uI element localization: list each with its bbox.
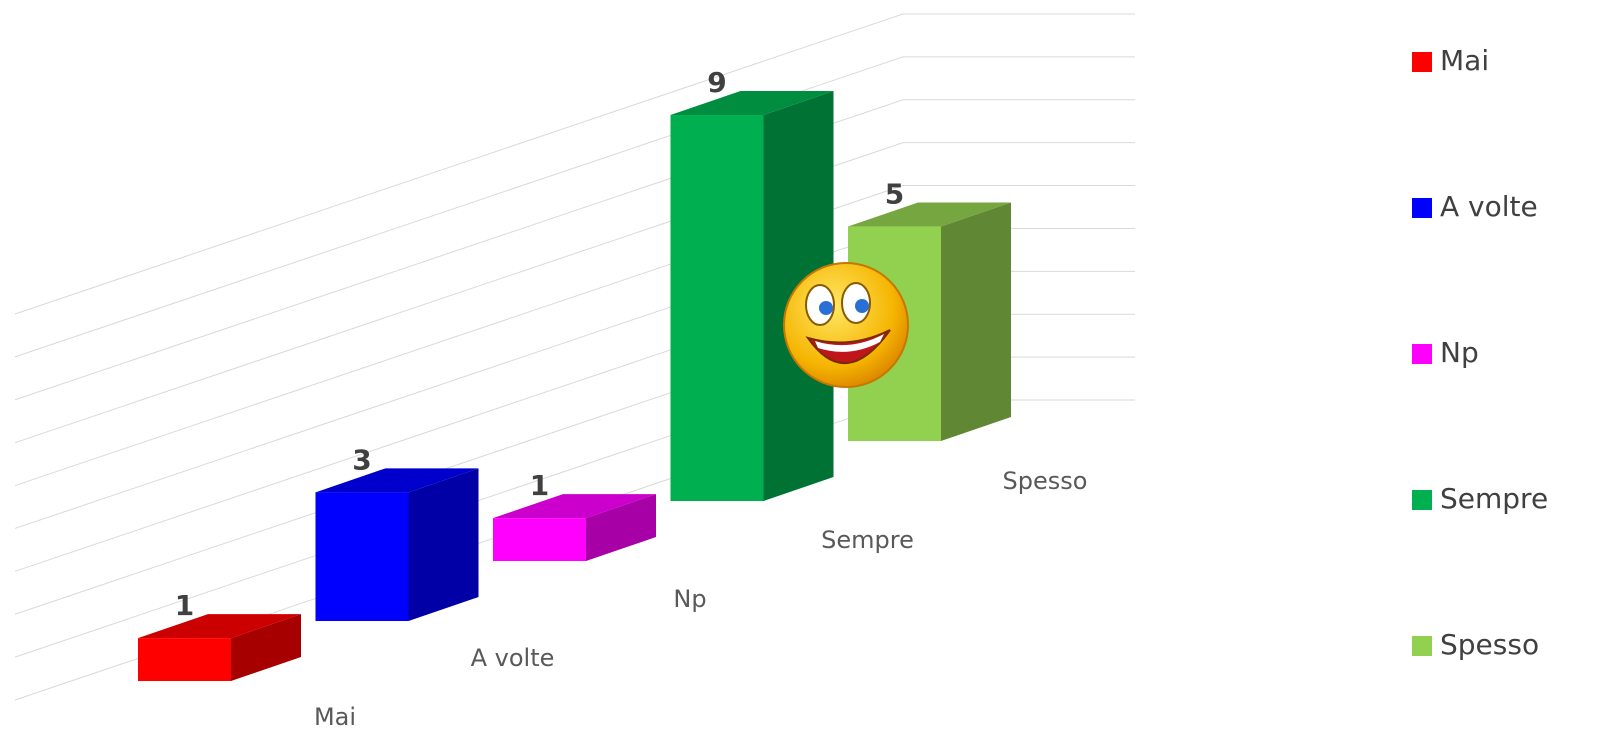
bar-top bbox=[493, 494, 656, 519]
smiley-pupil bbox=[855, 299, 869, 313]
legend-label: Spesso bbox=[1440, 628, 1539, 661]
data-label: 3 bbox=[352, 443, 371, 476]
x-tick-label: Spesso bbox=[1003, 467, 1088, 495]
legend: Mai A volte Np Sempre Spesso bbox=[1412, 44, 1548, 661]
smiley-head bbox=[783, 262, 909, 388]
grid-line bbox=[14, 185, 1135, 487]
grid-line bbox=[14, 56, 1135, 358]
legend-marker bbox=[1412, 636, 1432, 656]
smiley-teeth bbox=[815, 334, 884, 352]
data-label: 1 bbox=[175, 589, 194, 622]
bar bbox=[315, 468, 479, 621]
legend-marker bbox=[1412, 198, 1432, 218]
bar-top bbox=[848, 202, 1011, 227]
grid-line bbox=[14, 142, 1135, 444]
data-label: 9 bbox=[707, 66, 726, 99]
legend-marker bbox=[1412, 52, 1432, 72]
bar-side bbox=[941, 202, 1011, 441]
bar-top bbox=[315, 468, 479, 493]
legend-marker bbox=[1412, 490, 1432, 510]
bar-side bbox=[408, 468, 479, 621]
bar bbox=[670, 91, 834, 501]
legend-label: Sempre bbox=[1440, 482, 1548, 515]
x-tick-label: Np bbox=[673, 585, 706, 613]
labels: 1 Mai 3 A volte 1 Np 9 Sempre 5 Spesso bbox=[175, 66, 1088, 731]
bar-front bbox=[315, 492, 409, 621]
x-tick-label: A volte bbox=[471, 644, 555, 672]
legend-marker bbox=[1412, 344, 1432, 364]
bar-side bbox=[586, 494, 656, 561]
bars bbox=[138, 91, 1011, 681]
legend-label: Np bbox=[1440, 336, 1479, 369]
smiley-sticker bbox=[783, 262, 909, 388]
bar-side bbox=[231, 614, 301, 681]
bar-front bbox=[493, 518, 586, 561]
x-tick-label: Sempre bbox=[821, 526, 914, 554]
bar-front bbox=[670, 115, 764, 501]
grid-line bbox=[14, 13, 1135, 315]
data-label: 5 bbox=[885, 178, 904, 211]
bar bbox=[493, 494, 656, 561]
smiley-pupil bbox=[819, 301, 833, 315]
bar-top bbox=[138, 614, 301, 639]
bar-top bbox=[670, 91, 834, 115]
x-tick-label: Mai bbox=[314, 703, 356, 731]
legend-label: A volte bbox=[1440, 190, 1538, 223]
legend-label: Mai bbox=[1440, 44, 1489, 77]
data-label: 1 bbox=[530, 469, 549, 502]
bar bbox=[138, 614, 301, 681]
grid-line bbox=[14, 99, 1135, 401]
bar-front bbox=[138, 638, 231, 681]
